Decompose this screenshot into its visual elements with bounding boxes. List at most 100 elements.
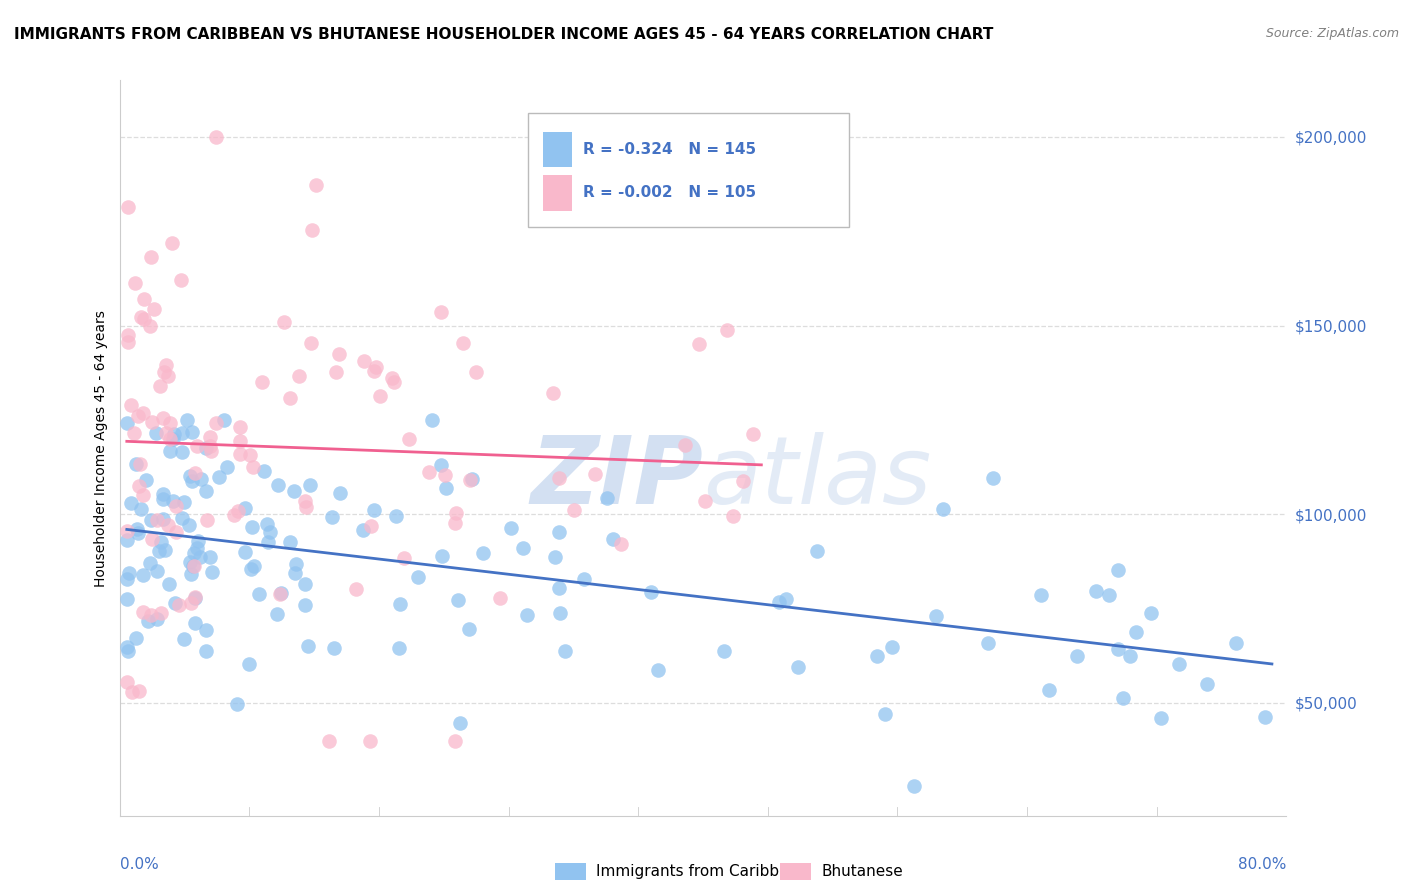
Point <box>190 550 212 565</box>
Point <box>180 596 202 610</box>
Point <box>458 473 481 487</box>
Point <box>146 612 169 626</box>
Point <box>294 494 316 508</box>
Point <box>1111 691 1133 706</box>
Point <box>266 478 288 492</box>
Point <box>128 457 150 471</box>
Point <box>165 499 187 513</box>
Point <box>170 426 193 441</box>
Point <box>127 525 149 540</box>
Point <box>115 674 138 689</box>
Point <box>768 595 790 609</box>
Point <box>548 525 571 540</box>
Point <box>602 532 624 546</box>
Point <box>363 364 385 378</box>
Point <box>159 444 181 458</box>
Point <box>775 591 797 606</box>
Point <box>344 582 367 596</box>
Point <box>242 459 264 474</box>
Point <box>184 467 207 481</box>
Point <box>173 495 195 509</box>
Point <box>141 415 163 429</box>
Point <box>547 581 569 595</box>
Point <box>499 521 522 535</box>
Point <box>118 566 141 580</box>
Point <box>142 302 165 317</box>
Point <box>159 416 181 430</box>
Point <box>1140 607 1163 621</box>
Point <box>294 577 316 591</box>
Point <box>194 644 217 658</box>
Point <box>155 358 177 372</box>
Point <box>381 370 404 384</box>
Point <box>713 644 735 658</box>
Point <box>288 369 311 384</box>
Point <box>430 305 453 319</box>
Point <box>152 512 174 526</box>
Point <box>368 389 391 403</box>
Point <box>420 413 443 427</box>
Point <box>903 779 925 793</box>
Point <box>128 479 150 493</box>
Point <box>139 556 162 570</box>
Point <box>181 559 204 574</box>
Point <box>1119 648 1142 663</box>
Point <box>328 347 350 361</box>
Point <box>201 566 224 580</box>
Point <box>233 545 256 559</box>
Point <box>132 605 155 619</box>
Point <box>1107 642 1129 657</box>
Point <box>1029 588 1052 602</box>
Point <box>121 684 143 698</box>
FancyBboxPatch shape <box>543 132 572 167</box>
Point <box>305 178 328 192</box>
Point <box>132 568 155 582</box>
Point <box>882 640 904 655</box>
Point <box>115 572 138 586</box>
Point <box>155 542 177 557</box>
Point <box>388 640 411 655</box>
Point <box>129 502 152 516</box>
Point <box>398 432 420 446</box>
Point <box>115 640 138 654</box>
Point <box>297 639 319 653</box>
Point <box>229 434 252 448</box>
Point <box>786 660 808 674</box>
Point <box>162 432 184 446</box>
Point <box>117 200 139 214</box>
Point <box>183 546 205 560</box>
Point <box>278 534 301 549</box>
Point <box>148 543 170 558</box>
Point <box>157 576 180 591</box>
Point <box>596 491 619 505</box>
Point <box>180 566 202 581</box>
Point <box>1167 657 1189 672</box>
Point <box>233 501 256 516</box>
Point <box>125 457 148 471</box>
Point <box>488 591 510 606</box>
Point <box>647 663 669 677</box>
Point <box>146 564 169 578</box>
Point <box>418 465 440 479</box>
Point <box>1225 636 1247 650</box>
Point <box>152 487 174 501</box>
Point <box>298 478 321 492</box>
Point <box>200 430 222 444</box>
Point <box>363 502 385 516</box>
Point <box>285 557 308 571</box>
Point <box>205 416 228 430</box>
Point <box>471 546 494 560</box>
Point <box>173 632 195 647</box>
Point <box>269 587 291 601</box>
Point <box>516 607 538 622</box>
Point <box>256 517 278 532</box>
Point <box>190 472 212 486</box>
Point <box>153 365 176 379</box>
Point <box>610 537 633 551</box>
Point <box>1125 625 1147 640</box>
Point <box>229 447 252 461</box>
Point <box>132 292 155 306</box>
Point <box>184 590 207 604</box>
Point <box>256 534 278 549</box>
Point <box>385 508 408 523</box>
